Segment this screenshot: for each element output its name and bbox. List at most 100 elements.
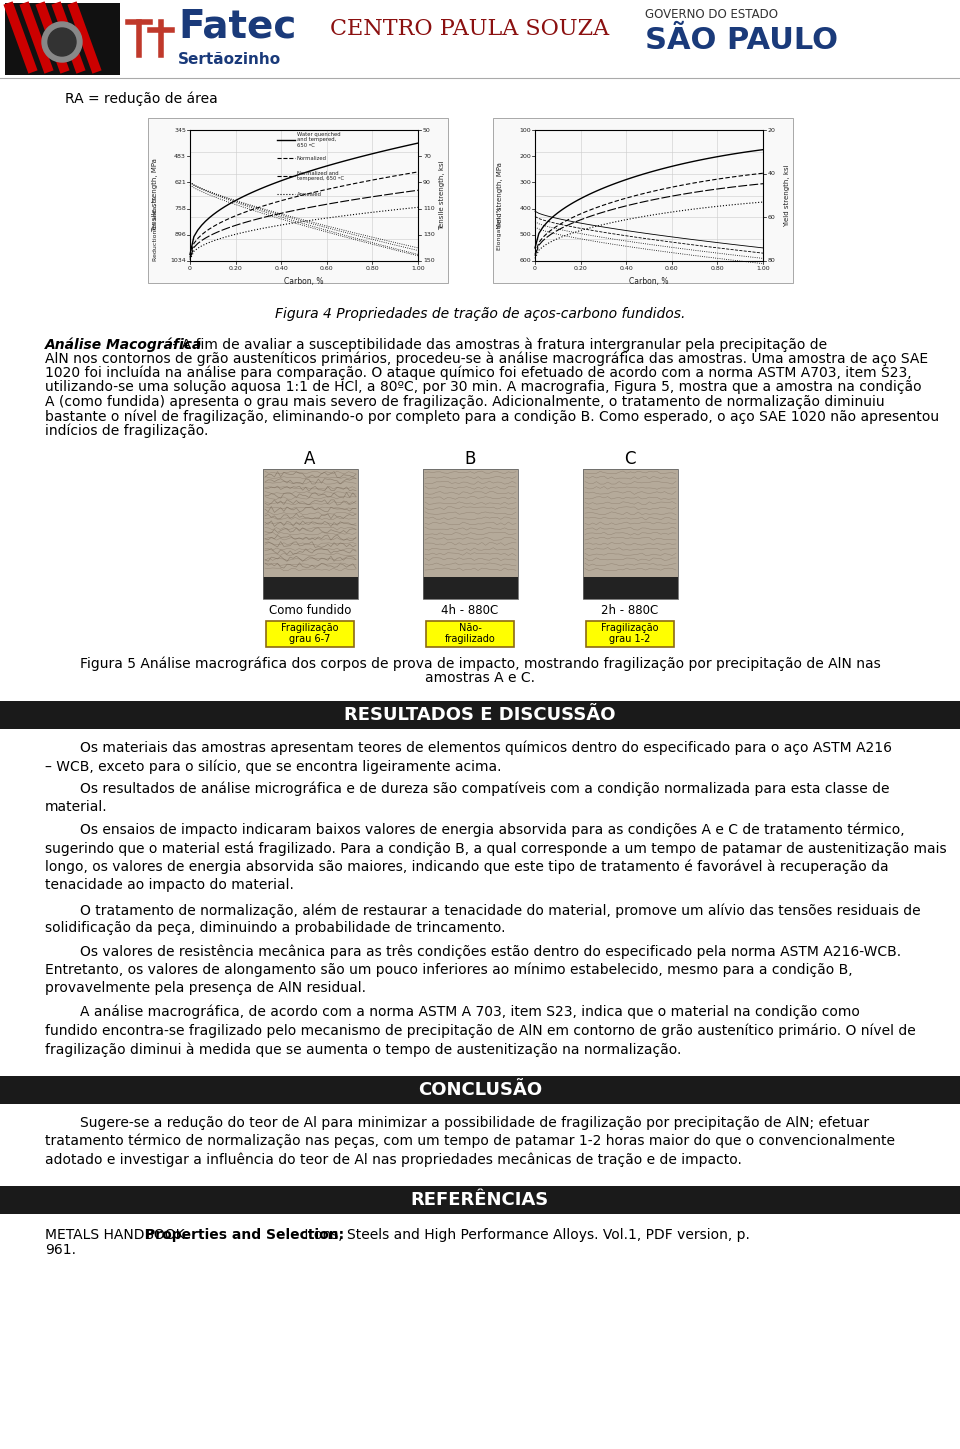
Text: Os materiais das amostras apresentam teores de elementos químicos dentro do espe: Os materiais das amostras apresentam teo… <box>45 740 892 774</box>
Text: 400: 400 <box>519 206 531 212</box>
Text: AlN nos contornos de grão austeníticos primários, procedeu-se à análise macrográ: AlN nos contornos de grão austeníticos p… <box>45 352 928 367</box>
Text: Properties and Selection:: Properties and Selection: <box>145 1229 345 1242</box>
Text: 80: 80 <box>768 258 776 264</box>
Text: SÃO PAULO: SÃO PAULO <box>645 26 838 55</box>
Text: Os resultados de análise micrográfica e de dureza são compatíveis com a condição: Os resultados de análise micrográfica e … <box>45 781 890 814</box>
Text: 500: 500 <box>519 232 531 238</box>
Text: 70: 70 <box>423 154 431 159</box>
Text: 0.60: 0.60 <box>320 267 334 271</box>
Text: Fragilização
grau 6-7: Fragilização grau 6-7 <box>281 623 339 645</box>
Text: 1.00: 1.00 <box>411 267 425 271</box>
Text: Yield strength, ksi: Yield strength, ksi <box>784 164 790 227</box>
Text: B: B <box>465 451 476 468</box>
Text: 50: 50 <box>423 128 431 132</box>
Bar <box>586 620 674 646</box>
Text: 0.40: 0.40 <box>619 267 633 271</box>
Text: Tensile strength, MPa: Tensile strength, MPa <box>152 158 158 232</box>
Bar <box>0 1187 960 1214</box>
Text: 621: 621 <box>175 180 186 185</box>
Text: 60: 60 <box>768 214 776 220</box>
Text: GOVERNO DO ESTADO: GOVERNO DO ESTADO <box>645 9 778 20</box>
Text: 896: 896 <box>175 232 186 238</box>
Bar <box>266 620 354 646</box>
Text: 0: 0 <box>533 267 537 271</box>
Text: Como fundido: Como fundido <box>269 604 351 617</box>
Bar <box>583 468 678 598</box>
Bar <box>263 468 358 598</box>
Text: Irons, Steels and High Performance Alloys. Vol.1, PDF version, p.: Irons, Steels and High Performance Alloy… <box>300 1229 750 1242</box>
Bar <box>583 577 678 598</box>
Bar <box>426 620 514 646</box>
Text: - A fim de avaliar a susceptibilidade das amostras à fratura intergranular pela : - A fim de avaliar a susceptibilidade da… <box>169 338 828 352</box>
Text: Yield strength, MPa: Yield strength, MPa <box>497 162 503 229</box>
Bar <box>423 468 518 598</box>
Text: Figura 4 Propriedades de tração de aços-carbono fundidos.: Figura 4 Propriedades de tração de aços-… <box>275 307 685 322</box>
Bar <box>493 117 793 283</box>
Text: A: A <box>304 451 316 468</box>
Text: 0.20: 0.20 <box>574 267 588 271</box>
Text: 0.40: 0.40 <box>275 267 288 271</box>
Text: 758: 758 <box>175 206 186 212</box>
Text: utilizando-se uma solução aquosa 1:1 de HCl, a 80ºC, por 30 min. A macrografia, : utilizando-se uma solução aquosa 1:1 de … <box>45 381 922 394</box>
Text: 600: 600 <box>519 258 531 264</box>
Bar <box>263 577 358 598</box>
Text: Water quenched
and tempered,
650 ºC: Water quenched and tempered, 650 ºC <box>297 132 340 148</box>
Circle shape <box>48 28 76 57</box>
Text: O tratamento de normalização, além de restaurar a tenacidade do material, promov: O tratamento de normalização, além de re… <box>45 903 921 936</box>
Text: 300: 300 <box>519 180 531 185</box>
Text: 40: 40 <box>768 171 776 177</box>
Text: 110: 110 <box>423 206 435 212</box>
Text: Figura 5 Análise macrográfica dos corpos de prova de impacto, mostrando fragiliz: Figura 5 Análise macrográfica dos corpos… <box>80 656 880 671</box>
Bar <box>0 0 960 78</box>
Text: 0.80: 0.80 <box>710 267 724 271</box>
Text: 0.20: 0.20 <box>228 267 243 271</box>
Bar <box>263 468 358 577</box>
Text: RESULTADOS E DISCUSSÃO: RESULTADOS E DISCUSSÃO <box>345 706 615 723</box>
Bar <box>148 117 448 283</box>
Text: Normalized and
tempered, 650 ºC: Normalized and tempered, 650 ºC <box>297 171 344 181</box>
Text: Sertãozinho: Sertãozinho <box>178 52 281 67</box>
Text: 130: 130 <box>423 232 435 238</box>
Text: 0: 0 <box>188 267 192 271</box>
Text: 2h - 880C: 2h - 880C <box>601 604 659 617</box>
Text: 1020 foi incluída na análise para comparação. O ataque químico foi efetuado de a: 1020 foi incluída na análise para compar… <box>45 367 912 381</box>
Bar <box>0 700 960 729</box>
Text: 0.60: 0.60 <box>665 267 679 271</box>
Text: amostras A e C.: amostras A e C. <box>425 671 535 685</box>
Bar <box>423 577 518 598</box>
Text: Sugere-se a redução do teor de Al para minimizar a possibilidade de fragilização: Sugere-se a redução do teor de Al para m… <box>45 1116 895 1166</box>
Text: C: C <box>624 451 636 468</box>
Text: Fatec: Fatec <box>178 9 297 46</box>
Text: 4h - 880C: 4h - 880C <box>442 604 498 617</box>
Text: RA = redução de área: RA = redução de área <box>65 91 218 106</box>
Bar <box>0 1075 960 1104</box>
Text: CONCLUSÃO: CONCLUSÃO <box>418 1081 542 1098</box>
Text: Reduction in area, %: Reduction in area, % <box>153 196 157 261</box>
Text: A (como fundida) apresenta o grau mais severo de fragilização. Adicionalmente, o: A (como fundida) apresenta o grau mais s… <box>45 396 884 409</box>
Text: Annealed: Annealed <box>297 191 322 197</box>
Text: Tensile strength, ksi: Tensile strength, ksi <box>439 161 445 230</box>
Text: Os valores de resistência mecânica para as três condições estão dentro do especi: Os valores de resistência mecânica para … <box>45 945 901 995</box>
Circle shape <box>42 22 82 62</box>
Text: Normalized: Normalized <box>297 155 326 161</box>
Text: METALS HANDBOOK.: METALS HANDBOOK. <box>45 1229 193 1242</box>
Text: Fragilização
grau 1-2: Fragilização grau 1-2 <box>601 623 659 645</box>
Bar <box>5 3 120 75</box>
Text: Carbon, %: Carbon, % <box>629 277 669 285</box>
Text: Análise Macográfica: Análise Macográfica <box>45 338 203 352</box>
Text: 961.: 961. <box>45 1243 76 1256</box>
Text: 0.80: 0.80 <box>366 267 379 271</box>
Text: Elongation, %: Elongation, % <box>497 207 502 251</box>
Text: 150: 150 <box>423 258 435 264</box>
Text: 345: 345 <box>174 128 186 132</box>
Text: CENTRO PAULA SOUZA: CENTRO PAULA SOUZA <box>330 17 610 41</box>
Text: 1.00: 1.00 <box>756 267 770 271</box>
Text: A análise macrográfica, de acordo com a norma ASTM A 703, item S23, indica que o: A análise macrográfica, de acordo com a … <box>45 1006 916 1056</box>
Text: indícios de fragilização.: indícios de fragilização. <box>45 425 208 439</box>
Text: 90: 90 <box>423 180 431 185</box>
Text: Não-
fragilizado: Não- fragilizado <box>444 623 495 645</box>
Text: 1034: 1034 <box>170 258 186 264</box>
Text: 483: 483 <box>174 154 186 159</box>
Text: 100: 100 <box>519 128 531 132</box>
Bar <box>423 468 518 577</box>
